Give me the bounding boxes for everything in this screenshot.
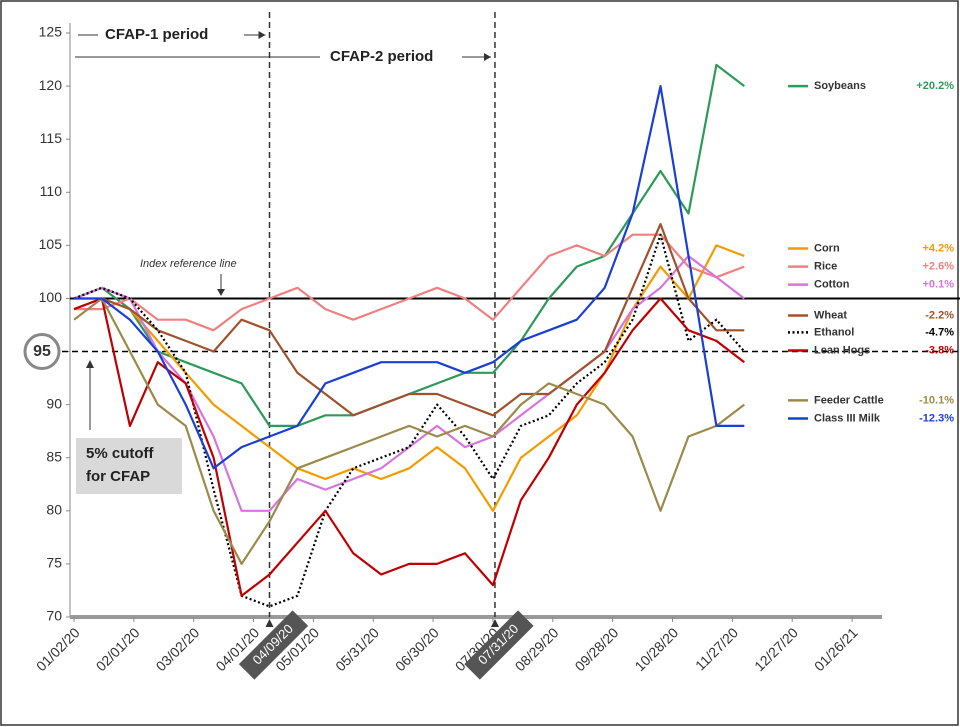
x-tick-label: 03/02/20 (153, 624, 203, 674)
x-tick-label: 11/27/20 (692, 624, 741, 673)
annotation: for CFAP (86, 468, 150, 485)
date-arrow (265, 619, 274, 627)
legend-change: -3.8% (925, 344, 954, 356)
x-tick-label: 01/26/21 (811, 624, 861, 674)
y-tick-label: 125 (39, 24, 63, 40)
y-tick-label: 70 (46, 608, 62, 624)
legend-label: Feeder Cattle (814, 394, 884, 406)
date-arrow (490, 619, 499, 627)
y-tick-label: 90 (46, 395, 62, 411)
annotation: CFAP-2 period (330, 48, 433, 65)
cutoff-circle (23, 333, 61, 371)
arrowhead (217, 289, 225, 296)
y-tick-label: 75 (46, 555, 62, 571)
legend-label: Cotton (814, 279, 850, 291)
series-line (73, 233, 746, 608)
date-box (238, 610, 309, 680)
arrowhead (86, 360, 94, 368)
x-tick-label: 10/28/20 (631, 624, 681, 674)
series-line (73, 223, 745, 417)
series-line (73, 297, 745, 597)
x-tick-label: 09/28/20 (572, 624, 622, 674)
y-tick-label: 85 (46, 448, 62, 464)
legend-label: Wheat (814, 309, 847, 321)
series-line (74, 85, 745, 470)
series-line (73, 297, 745, 565)
legend-label: Class III Milk (814, 412, 881, 424)
x-axis (70, 615, 882, 619)
x-tick-label: 12/27/20 (751, 624, 801, 674)
y-tick-label: 110 (40, 183, 63, 199)
x-tick-label: 06/30/20 (392, 624, 442, 674)
arrowhead (483, 53, 491, 61)
series-line (74, 233, 745, 332)
legend-change: -10.1% (919, 394, 954, 406)
legend-change: -2.2% (925, 309, 954, 321)
annotation: 5% cutoff (86, 445, 155, 462)
y-tick-label: 80 (46, 502, 62, 518)
y-tick-label: 120 (39, 77, 63, 93)
arrowhead (258, 31, 266, 39)
legend-change: -12.3% (919, 412, 954, 424)
y-tick-label: 105 (39, 236, 63, 252)
legend-label: Rice (814, 261, 837, 273)
annotation: Index reference line (140, 258, 237, 270)
legend-change: +4.2% (923, 242, 955, 254)
date-box (464, 610, 534, 680)
legend-change: +0.1% (923, 279, 955, 291)
legend-label: Ethanol (814, 326, 854, 338)
y-tick-label: 115 (40, 130, 63, 146)
x-tick-label: 02/01/20 (93, 624, 143, 674)
legend-change: +20.2% (916, 80, 954, 92)
x-tick-label: 01/02/20 (33, 624, 83, 674)
y-tick-label: 95 (33, 343, 51, 360)
legend-change: +2.6% (923, 261, 955, 273)
legend-label: Soybeans (814, 80, 866, 92)
x-tick-label: 05/31/20 (332, 624, 382, 674)
legend-change: -4.7% (925, 326, 954, 338)
y-tick-label: 100 (39, 289, 63, 305)
cutoff-box (76, 438, 182, 494)
legend-label: Lean Hogs (814, 344, 870, 356)
legend-label: Corn (814, 242, 840, 254)
annotation: CFAP-1 period (105, 26, 208, 43)
